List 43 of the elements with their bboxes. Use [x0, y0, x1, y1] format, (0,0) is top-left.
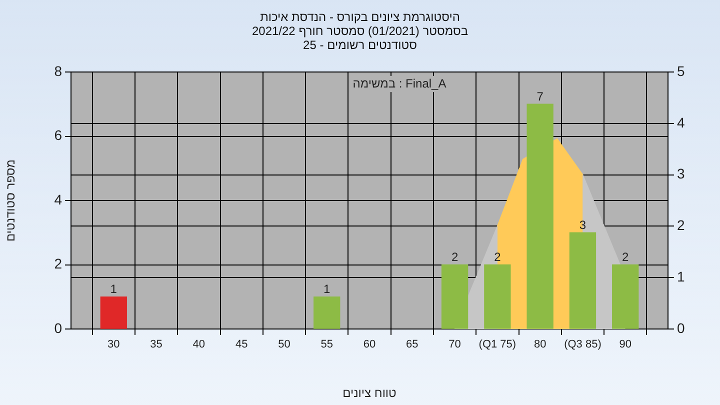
data-label: 3 [579, 218, 586, 232]
x-tick-label: (Q1 75) [478, 338, 516, 351]
chart-subtitle: בסמסטר (01/2021) סמסטר חורף 2021/22 סטודנטים רשומים - 25 [250, 24, 470, 52]
x-tick-label: 40 [192, 338, 206, 351]
y2-tick-label: 4 [677, 114, 685, 130]
y2-tick-label: 2 [677, 217, 685, 234]
bar [314, 296, 340, 329]
bar [100, 296, 127, 329]
y-tick-label: 6 [54, 127, 62, 144]
bar [441, 264, 468, 329]
y2-tick-label: 0 [677, 320, 685, 336]
x-tick-label: 30 [108, 338, 120, 351]
x-tick-label: (Q3 85) [564, 338, 602, 351]
x-tick-label: 60 [363, 338, 376, 351]
bar [526, 104, 554, 329]
annotation: במשימה : Final_A [352, 76, 446, 90]
bar [569, 232, 596, 329]
x-tick-label: 80 [534, 338, 546, 351]
x-tick-label: 55 [320, 338, 333, 351]
y2-tick-label: 5 [677, 62, 685, 79]
data-label: 2 [622, 250, 630, 264]
data-label: 2 [494, 250, 502, 264]
x-tick-label: 45 [235, 338, 248, 351]
x-tick-label: 65 [406, 338, 418, 351]
y2-tick-label: 3 [677, 166, 685, 182]
y-axis-title: מספר סטודנטים [4, 159, 18, 242]
data-label: 7 [536, 89, 544, 104]
data-label: 1 [110, 282, 118, 296]
x-axis-title: טווח ציונים [342, 386, 397, 400]
bar [612, 264, 639, 329]
x-tick-label: 35 [150, 338, 162, 351]
x-tick-label: 90 [619, 338, 632, 351]
y-tick-label: 4 [54, 191, 62, 208]
x-tick-label: 50 [278, 338, 290, 351]
data-label: 1 [324, 282, 331, 296]
y-tick-label: 0 [54, 320, 62, 336]
x-tick-label: 70 [448, 338, 461, 351]
y-tick-label: 2 [54, 256, 62, 272]
y-tick-label: 8 [54, 62, 62, 79]
chart-title: היסטוגרמת ציונים בקורס - הנדסת איכות [259, 10, 461, 24]
y2-tick-label: 1 [677, 268, 685, 284]
bar [484, 264, 511, 329]
data-label: 2 [451, 250, 458, 264]
